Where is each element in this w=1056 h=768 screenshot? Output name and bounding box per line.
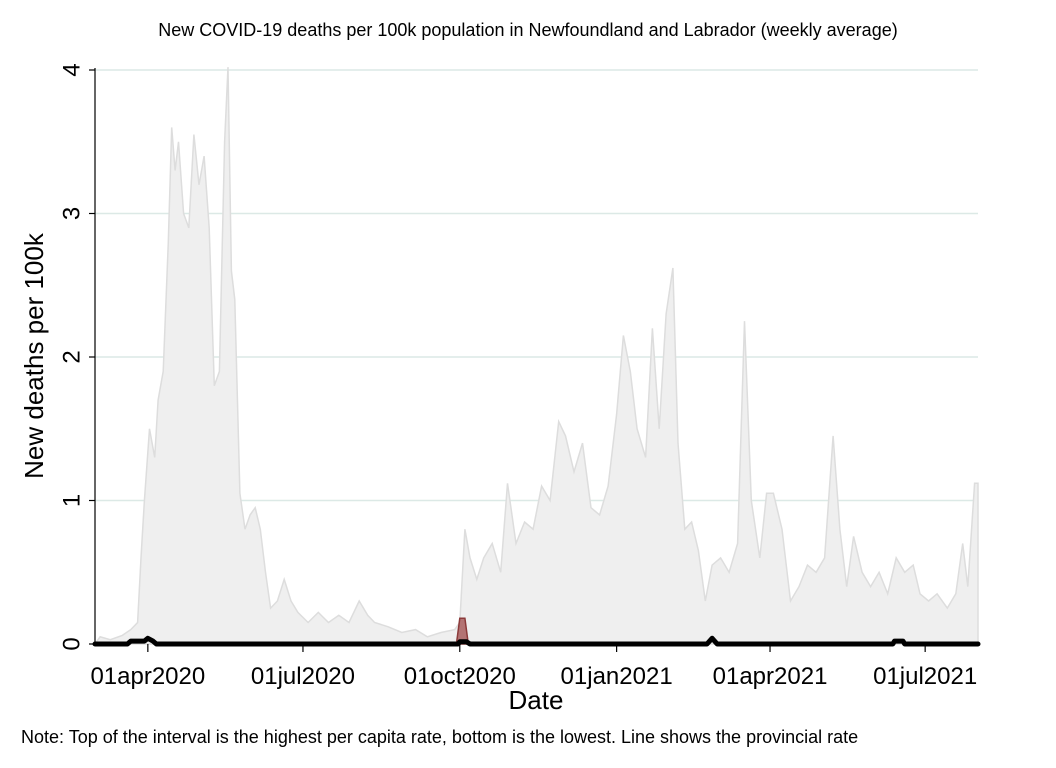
- y-axis-title: New deaths per 100k: [19, 232, 49, 479]
- x-axis-title: Date: [509, 685, 564, 715]
- x-tick-label: 01jul2020: [251, 663, 355, 690]
- provincial-rate-line: [92, 635, 981, 647]
- y-tick-label: 3: [58, 207, 85, 220]
- chart-note: Note: Top of the interval is the highest…: [21, 727, 859, 747]
- y-tick-label: 1: [58, 494, 85, 507]
- range-band-area: [93, 67, 979, 645]
- x-tick-label: 01oct2020: [404, 663, 516, 690]
- chart-title: New COVID-19 deaths per 100k population …: [158, 20, 898, 40]
- x-tick-label: 01jul2021: [873, 663, 977, 690]
- y-tick-label: 2: [58, 350, 85, 363]
- axes: 0 1 2 3 4 01apr2020 01jul2020 01oct2020 01jan202…: [58, 63, 977, 690]
- y-tick-label: 0: [58, 637, 85, 650]
- x-tick-label: 01apr2020: [90, 663, 205, 690]
- x-tick-label: 01apr2021: [713, 663, 828, 690]
- data-layer: [92, 67, 981, 647]
- x-tick-label: 01jan2021: [561, 663, 673, 690]
- y-tick-label: 4: [58, 63, 85, 76]
